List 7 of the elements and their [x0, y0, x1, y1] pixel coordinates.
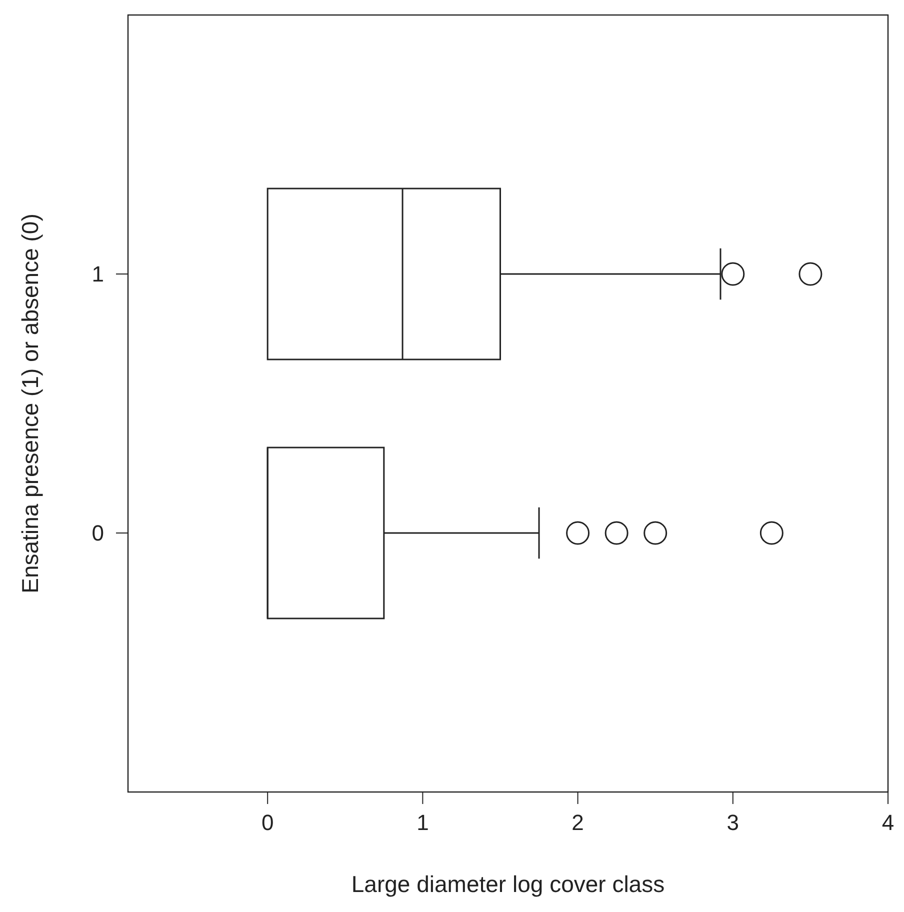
- y-axis-title: Ensatina presence (1) or absence (0): [17, 214, 43, 594]
- x-tick-label: 3: [726, 810, 740, 835]
- x-tick-label: 1: [416, 810, 429, 835]
- x-axis-title: Large diameter log cover class: [351, 871, 665, 897]
- x-tick-label: 4: [882, 810, 894, 835]
- x-tick-label: 0: [261, 810, 274, 835]
- x-tick-label: 2: [572, 810, 584, 835]
